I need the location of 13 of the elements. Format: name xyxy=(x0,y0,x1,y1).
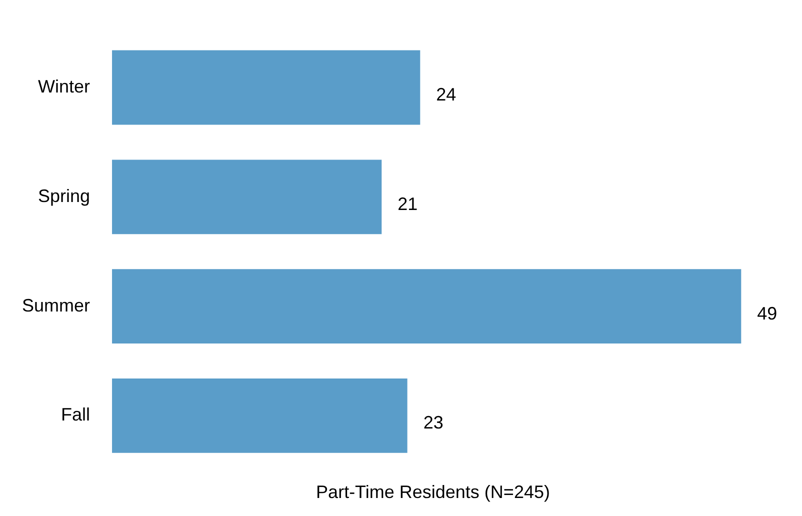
bar xyxy=(112,269,742,344)
data-label: 49 xyxy=(757,303,778,324)
y-tick-label: Fall xyxy=(60,404,90,425)
y-tick-label: Spring xyxy=(38,186,90,206)
bar xyxy=(112,160,382,234)
data-label: 21 xyxy=(398,194,418,214)
data-label: 24 xyxy=(436,84,456,104)
x-axis-title: Part-Time Residents (N=245) xyxy=(316,482,550,502)
y-tick-label: Winter xyxy=(38,76,90,96)
bar xyxy=(112,378,408,453)
y-tick-label: Summer xyxy=(22,295,90,316)
data-label: 23 xyxy=(423,412,444,433)
bar xyxy=(112,50,420,125)
